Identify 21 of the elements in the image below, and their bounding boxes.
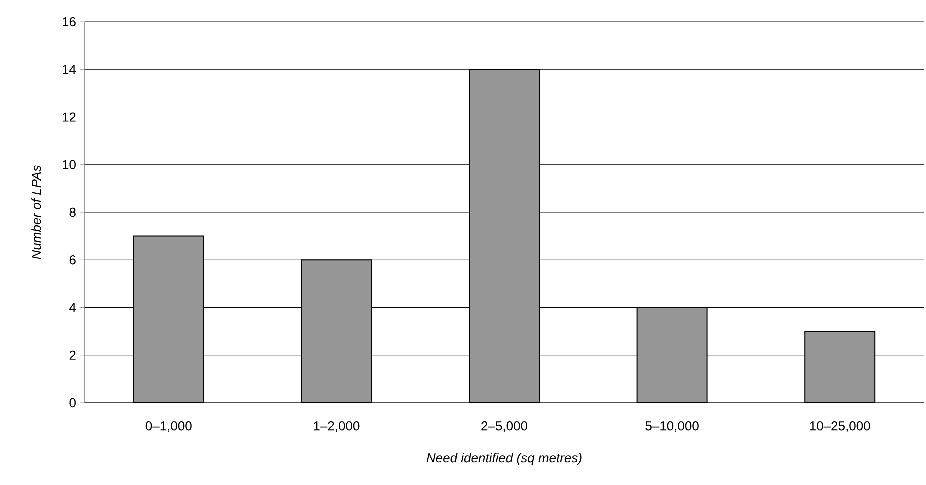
y-tick-label: 6 — [70, 256, 76, 265]
y-tick-label: 10 — [62, 160, 76, 170]
y-tick-label: 4 — [70, 303, 76, 312]
bar — [469, 69, 540, 403]
x-tick-label: 1–2,000 — [314, 422, 360, 432]
x-tick-label: 10–25,000 — [810, 422, 870, 432]
y-tick-label: 2 — [70, 350, 76, 360]
y-tick-label: 8 — [70, 208, 76, 218]
y-tick-label: 12 — [62, 112, 76, 122]
x-axis-title: Need identified (sq metres) — [426, 453, 582, 466]
bar — [301, 260, 372, 403]
y-tick-label: 14 — [62, 65, 76, 74]
y-axis-title: Number of LPAs — [32, 166, 42, 260]
y-tick-label: 0 — [70, 398, 76, 408]
x-tick-label: 2–5,000 — [482, 422, 528, 432]
bar — [133, 236, 204, 403]
x-tick-label: 0–1,000 — [146, 422, 192, 432]
bar — [804, 331, 876, 403]
bar — [636, 307, 708, 403]
y-tick-label: 16 — [62, 17, 76, 27]
x-tick-label: 5–10,000 — [646, 422, 699, 432]
